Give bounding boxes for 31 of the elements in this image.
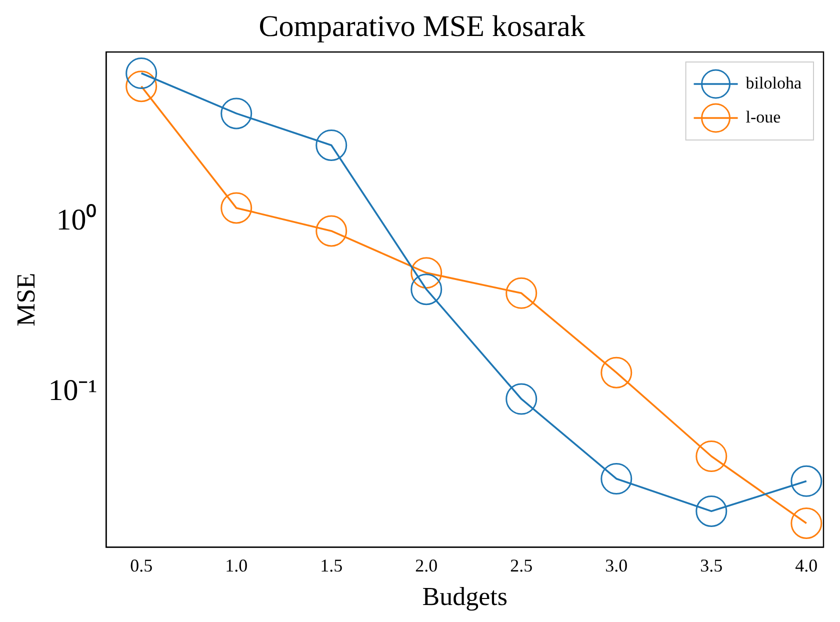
x-tick-label: 0.5 [130,556,153,576]
y-tick-label: 10⁻¹ [48,374,98,407]
point [790,465,822,497]
point [316,215,348,247]
x-tick-label: 1.5 [320,556,343,576]
point [410,257,442,289]
point [506,277,538,309]
point [790,507,822,539]
x-tick-label: 1.0 [225,556,248,576]
chart-title: Comparativo MSE kosarak [258,10,586,43]
point [316,129,348,161]
point [410,274,442,306]
y-tick-label: 10⁰ [56,203,98,236]
x-tick-label: 3.5 [700,556,723,576]
point [126,58,158,90]
x-tick-label: 3.0 [605,556,628,576]
legend-label: biloloha [746,73,802,92]
x-tick-label: 4.0 [795,556,818,576]
point [696,440,728,472]
y-axis-title: MSE [11,272,40,326]
point [600,356,632,388]
point [506,383,538,415]
point [220,192,252,224]
legend-label: l-oue [746,107,781,126]
x-tick-label: 2.5 [510,556,533,576]
x-tick-label: 2.0 [415,556,438,576]
point [696,495,728,527]
point [220,98,252,130]
x-axis-title: Budgets [422,582,508,612]
point [600,462,632,494]
point [126,70,158,102]
